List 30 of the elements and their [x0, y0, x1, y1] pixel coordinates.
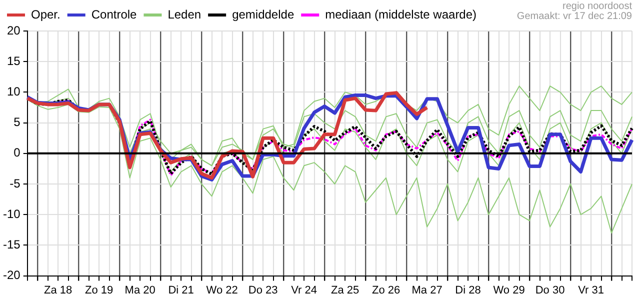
x-tick-label: Wo 29 — [493, 284, 525, 296]
text: regio noordoost — [562, 0, 632, 12]
x-tick-label: Vr 24 — [291, 284, 317, 296]
x-tick-label: Za 25 — [330, 284, 360, 296]
y-tick-label: -15 — [3, 238, 21, 252]
y-tick-label: 10 — [6, 84, 21, 99]
x-tick-label: Zo 19 — [85, 284, 114, 296]
x-tick-label: Do 23 — [248, 284, 278, 296]
legend-label: Oper. — [31, 7, 60, 22]
legend-label: Controle — [91, 7, 138, 22]
x-tick-label: Ma 20 — [124, 284, 156, 296]
x-tick-label: Do 30 — [535, 284, 565, 296]
y-tick-label: -10 — [3, 206, 21, 221]
y-tick-label: 15 — [6, 54, 21, 68]
x-tick-label: Zo 26 — [372, 284, 400, 296]
x-tick-label: Ma 27 — [412, 284, 442, 296]
y-tick-label: -5 — [10, 176, 21, 190]
x-tick-label: Di 21 — [168, 284, 194, 296]
y-tick-label: 5 — [14, 115, 21, 130]
text: Gemaakt: vr 17 dec 21:09 — [516, 10, 632, 22]
legend-label: mediaan (middelste waarde) — [325, 7, 477, 22]
x-tick-label: Vr 31 — [578, 284, 604, 296]
y-tick-label: -20 — [3, 268, 21, 282]
x-tick-label: Wo 22 — [206, 284, 238, 296]
legend-label: gemiddelde — [232, 7, 294, 22]
legend-label: Leden — [168, 7, 202, 22]
y-tick-label: 20 — [6, 23, 21, 38]
y-tick-label: 0 — [14, 146, 21, 160]
x-tick-label: Za 18 — [44, 284, 72, 296]
x-tick-label: Di 28 — [455, 284, 481, 296]
